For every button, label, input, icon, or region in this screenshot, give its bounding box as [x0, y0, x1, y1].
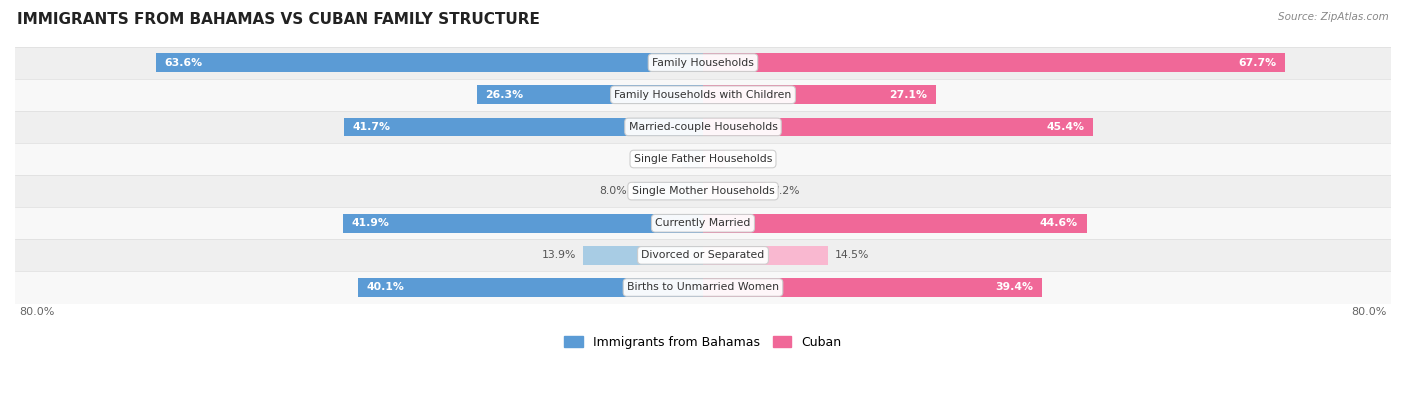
Text: Currently Married: Currently Married [655, 218, 751, 228]
Text: 2.6%: 2.6% [733, 154, 759, 164]
Bar [15, 207, 1391, 239]
Bar [15, 239, 1391, 271]
Text: 14.5%: 14.5% [835, 250, 869, 260]
Text: Source: ZipAtlas.com: Source: ZipAtlas.com [1278, 12, 1389, 22]
Text: 8.0%: 8.0% [600, 186, 627, 196]
Bar [15, 271, 1391, 303]
Text: 63.6%: 63.6% [165, 58, 202, 68]
Text: 27.1%: 27.1% [890, 90, 928, 100]
Bar [703, 246, 828, 265]
Bar [359, 278, 703, 297]
Bar [583, 246, 703, 265]
Text: 80.0%: 80.0% [20, 307, 55, 317]
Text: 13.9%: 13.9% [543, 250, 576, 260]
Text: 40.1%: 40.1% [367, 282, 405, 292]
Bar [682, 150, 703, 168]
Text: Single Mother Households: Single Mother Households [631, 186, 775, 196]
Bar [634, 182, 703, 200]
Bar [343, 214, 703, 233]
Text: Single Father Households: Single Father Households [634, 154, 772, 164]
Text: Divorced or Separated: Divorced or Separated [641, 250, 765, 260]
Bar [703, 278, 1042, 297]
Text: Family Households with Children: Family Households with Children [614, 90, 792, 100]
Bar [477, 85, 703, 104]
Bar [703, 214, 1087, 233]
Text: 7.2%: 7.2% [772, 186, 799, 196]
Text: 2.4%: 2.4% [648, 154, 675, 164]
Text: 67.7%: 67.7% [1239, 58, 1277, 68]
Text: IMMIGRANTS FROM BAHAMAS VS CUBAN FAMILY STRUCTURE: IMMIGRANTS FROM BAHAMAS VS CUBAN FAMILY … [17, 12, 540, 27]
Bar [703, 85, 936, 104]
Bar [703, 150, 725, 168]
Legend: Immigrants from Bahamas, Cuban: Immigrants from Bahamas, Cuban [560, 331, 846, 354]
Bar [15, 79, 1391, 111]
Text: Family Households: Family Households [652, 58, 754, 68]
Bar [15, 111, 1391, 143]
Bar [703, 182, 765, 200]
Text: Births to Unmarried Women: Births to Unmarried Women [627, 282, 779, 292]
Text: 45.4%: 45.4% [1047, 122, 1085, 132]
Bar [703, 53, 1285, 72]
Bar [15, 47, 1391, 79]
Text: 44.6%: 44.6% [1040, 218, 1078, 228]
Bar [15, 143, 1391, 175]
Bar [15, 175, 1391, 207]
Text: Married-couple Households: Married-couple Households [628, 122, 778, 132]
Text: 41.7%: 41.7% [353, 122, 391, 132]
Bar [344, 118, 703, 136]
Text: 39.4%: 39.4% [995, 282, 1033, 292]
Text: 80.0%: 80.0% [1351, 307, 1386, 317]
Bar [156, 53, 703, 72]
Bar [703, 118, 1094, 136]
Text: 26.3%: 26.3% [485, 90, 523, 100]
Text: 41.9%: 41.9% [352, 218, 389, 228]
